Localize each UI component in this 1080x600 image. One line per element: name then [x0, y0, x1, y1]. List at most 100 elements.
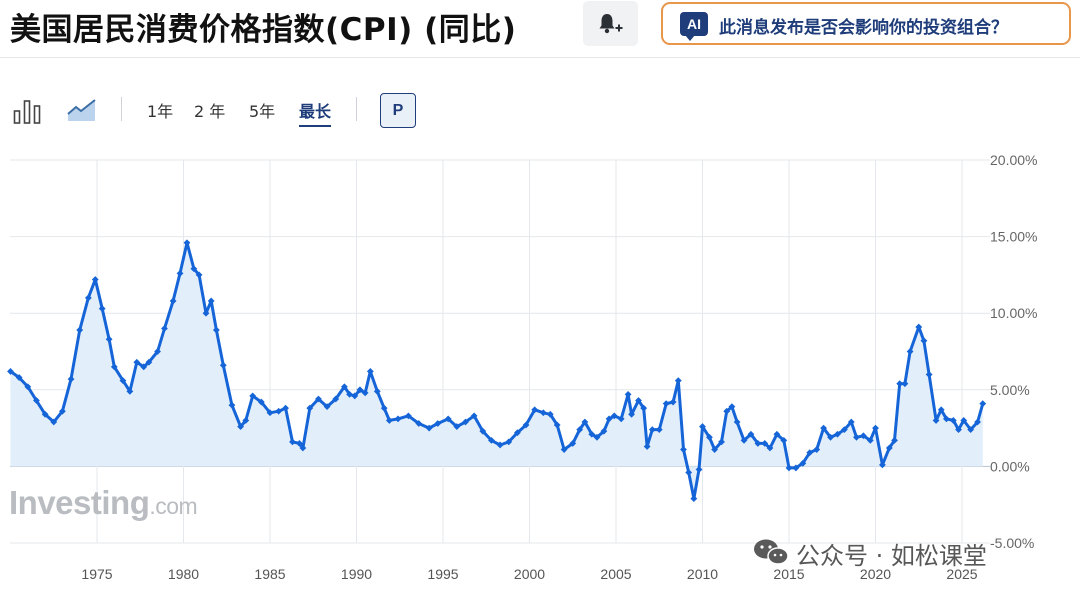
data-point [366, 368, 374, 375]
y-axis-labels: 20.00% 15.00% 10.00% 5.00% 0.00% -5.00% [990, 152, 1037, 551]
page-title: 美国居民消费价格指数(CPI) (同比) [10, 12, 517, 48]
cpi-chart: 20.00%15.00%10.00%5.00%0.00%-5.00% 1975 1… [7, 152, 1037, 582]
data-point [569, 440, 577, 447]
data-point [792, 464, 800, 472]
data-point [685, 469, 693, 476]
data-point [915, 323, 923, 331]
data-point [190, 265, 198, 273]
data-point [380, 404, 388, 412]
add-alert-button[interactable] [583, 1, 638, 46]
range-5y[interactable]: 5年 [249, 102, 276, 121]
data-point [299, 444, 307, 452]
data-point [228, 401, 236, 409]
data-point [593, 433, 601, 441]
data-point [119, 377, 127, 385]
area-chart-icon[interactable] [67, 97, 97, 123]
data-point [885, 444, 893, 452]
bar-chart-icon[interactable] [13, 97, 43, 125]
data-point [323, 403, 331, 411]
x-tick-label: 1985 [254, 566, 285, 582]
data-point [872, 424, 879, 432]
data-point [853, 433, 860, 441]
bell-plus-icon [599, 14, 623, 34]
data-point [522, 421, 530, 429]
data-point [394, 415, 402, 423]
data-point [546, 410, 554, 418]
data-point [212, 326, 220, 334]
y-tick-label: -5.00% [990, 535, 1034, 551]
y-tick-label: 0.00% [990, 458, 1030, 474]
x-tick-label: 2005 [600, 566, 631, 582]
data-point [879, 461, 886, 469]
data-point [513, 429, 521, 437]
data-point [444, 415, 452, 423]
data-point [766, 444, 774, 452]
data-point [453, 423, 461, 430]
x-tick-label: 1990 [341, 566, 372, 582]
p-button[interactable]: P [380, 93, 416, 128]
data-point [207, 297, 215, 305]
data-point [706, 433, 713, 441]
data-point [539, 409, 547, 417]
data-point [361, 389, 369, 397]
data-point [24, 383, 32, 391]
data-point [560, 446, 568, 453]
data-point [674, 377, 682, 385]
data-point [59, 407, 66, 415]
data-point [979, 400, 987, 407]
data-point [695, 466, 703, 473]
range-2y[interactable]: 2 年 [194, 102, 226, 121]
data-point [925, 371, 933, 378]
data-point [847, 418, 855, 426]
data-point [747, 430, 755, 438]
data-point [624, 390, 632, 398]
data-point [306, 404, 314, 412]
data-point [943, 415, 950, 423]
data-point [840, 426, 848, 434]
data-point [315, 395, 322, 403]
data-point [202, 309, 210, 317]
ai-insight-button[interactable]: AI 此消息发布是否会影响你的投资组合？ [661, 2, 1071, 45]
x-axis-labels: 1975 1980 1985 1990 1995 2000 2005 2010 2015 2020… [81, 566, 977, 582]
data-point [356, 386, 364, 394]
data-point [655, 426, 663, 434]
data-point [669, 398, 677, 406]
range-1y[interactable]: 1年 [147, 102, 174, 121]
data-point [296, 440, 303, 447]
data-point [434, 420, 442, 427]
x-tick-label: 1975 [81, 566, 112, 582]
data-point [600, 427, 608, 435]
range-max[interactable]: 最长 [299, 98, 332, 127]
data-point [15, 374, 23, 381]
data-point [505, 438, 513, 446]
toolbar-divider-2 [356, 97, 357, 121]
data-point [901, 380, 909, 388]
data-point [799, 459, 807, 467]
data-point [617, 415, 625, 423]
data-point [773, 430, 781, 438]
data-point [699, 423, 706, 430]
toolbar-divider [121, 97, 122, 121]
ai-prompt-text: 此消息发布是否会影响你的投资组合？ [719, 18, 1008, 38]
data-point [531, 406, 539, 414]
data-point [340, 383, 348, 391]
data-point [405, 412, 412, 420]
data-point [161, 325, 168, 332]
data-point [553, 421, 561, 429]
investing-logo: Investing.com [9, 484, 198, 521]
data-point [576, 426, 584, 434]
data-point [385, 417, 393, 424]
data-point [373, 387, 381, 395]
data-point [126, 387, 134, 395]
data-point [7, 368, 14, 375]
data-point [91, 276, 99, 283]
x-tick-label: 2015 [773, 566, 804, 582]
data-point [169, 297, 177, 305]
data-point [780, 436, 788, 444]
data-point [605, 415, 613, 423]
data-point [581, 418, 589, 426]
data-point [249, 392, 257, 400]
data-point [680, 446, 687, 453]
data-point [785, 464, 793, 472]
data-point [628, 410, 635, 418]
